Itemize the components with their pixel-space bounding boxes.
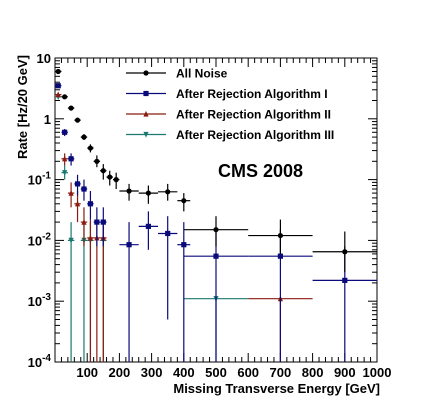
x-axis-label: Missing Transverse Energy [GeV] (173, 381, 380, 396)
data-point (81, 186, 87, 192)
x-tick-label: 500 (205, 365, 227, 380)
data-point (94, 219, 100, 225)
data-point (113, 177, 119, 183)
legend-entry-1: All Noise (126, 67, 228, 81)
data-point (62, 170, 68, 176)
data-series (55, 68, 377, 362)
data-point (68, 156, 74, 162)
data-point (94, 158, 100, 164)
x-tick-label: 800 (302, 365, 324, 380)
x-tick-label: 700 (270, 365, 292, 380)
x-tick-label: 600 (237, 365, 259, 380)
data-point (107, 174, 113, 180)
y-tick-label: 10 (37, 51, 51, 66)
legend-label: After Rejection Algorithm III (176, 128, 334, 142)
legend-entry-2: After Rejection Algorithm I (126, 87, 328, 101)
legend-entry-4: After Rejection Algorithm III (126, 128, 334, 142)
y-tick-label: 10-2 (28, 231, 52, 248)
data-point (277, 232, 283, 239)
x-tick-label: 400 (173, 365, 195, 380)
series-1 (55, 68, 377, 273)
x-tick-label: 100 (76, 365, 98, 380)
data-point (62, 94, 68, 100)
data-point (55, 83, 61, 89)
data-point (100, 168, 106, 174)
y-tick-label: 10-3 (28, 292, 52, 309)
data-point (81, 218, 87, 225)
legend-label: After Rejection Algorithm II (176, 108, 331, 122)
y-tick-label: 10-4 (28, 353, 52, 370)
data-point (165, 189, 171, 195)
data-point (165, 230, 171, 237)
data-point (145, 190, 151, 196)
data-point (87, 201, 94, 207)
data-point (87, 145, 94, 151)
x-tick-label: 300 (141, 365, 163, 380)
y-tick-label: 10-1 (28, 171, 52, 188)
data-point (68, 237, 74, 244)
annotation-cms-2008: CMS 2008 (218, 161, 303, 181)
data-point (145, 223, 151, 229)
y-axis-label: Rate [Hz/20 GeV] (15, 55, 30, 159)
data-point (87, 234, 94, 241)
data-point (126, 188, 132, 194)
legend-label: After Rejection Algorithm I (176, 87, 328, 101)
legend-label: All Noise (176, 67, 228, 81)
legend-marker (143, 70, 149, 76)
data-point (81, 134, 87, 140)
data-point (126, 242, 132, 248)
data-point (74, 117, 81, 123)
data-point (277, 253, 283, 259)
data-point (55, 91, 61, 98)
data-point (342, 277, 348, 283)
axis-ticks: 100 200 300 400 500 600 700 800 900 1000 10-4 10-3 1… (28, 51, 392, 380)
data-point (100, 219, 106, 225)
data-point (181, 198, 187, 204)
legend-marker (143, 110, 149, 117)
data-point (213, 253, 219, 259)
data-point (68, 105, 74, 111)
data-point (62, 155, 68, 162)
legend-entry-3: After Rejection Algorithm II (126, 108, 331, 122)
x-tick-label: 900 (334, 365, 356, 380)
data-point (62, 129, 68, 135)
legend-marker (143, 131, 149, 138)
data-point (68, 189, 74, 196)
x-tick-label: 200 (109, 365, 131, 380)
x-tick-label: 1000 (363, 365, 392, 380)
legend: All Noise After Rejection Algorithm I Afte… (126, 67, 334, 142)
data-point (55, 68, 61, 75)
data-point (74, 181, 81, 187)
y-tick-label: 1 (44, 112, 51, 127)
data-point (74, 200, 81, 207)
data-point (213, 227, 219, 233)
legend-marker (143, 90, 149, 97)
data-point (342, 249, 348, 255)
data-point (181, 242, 187, 248)
